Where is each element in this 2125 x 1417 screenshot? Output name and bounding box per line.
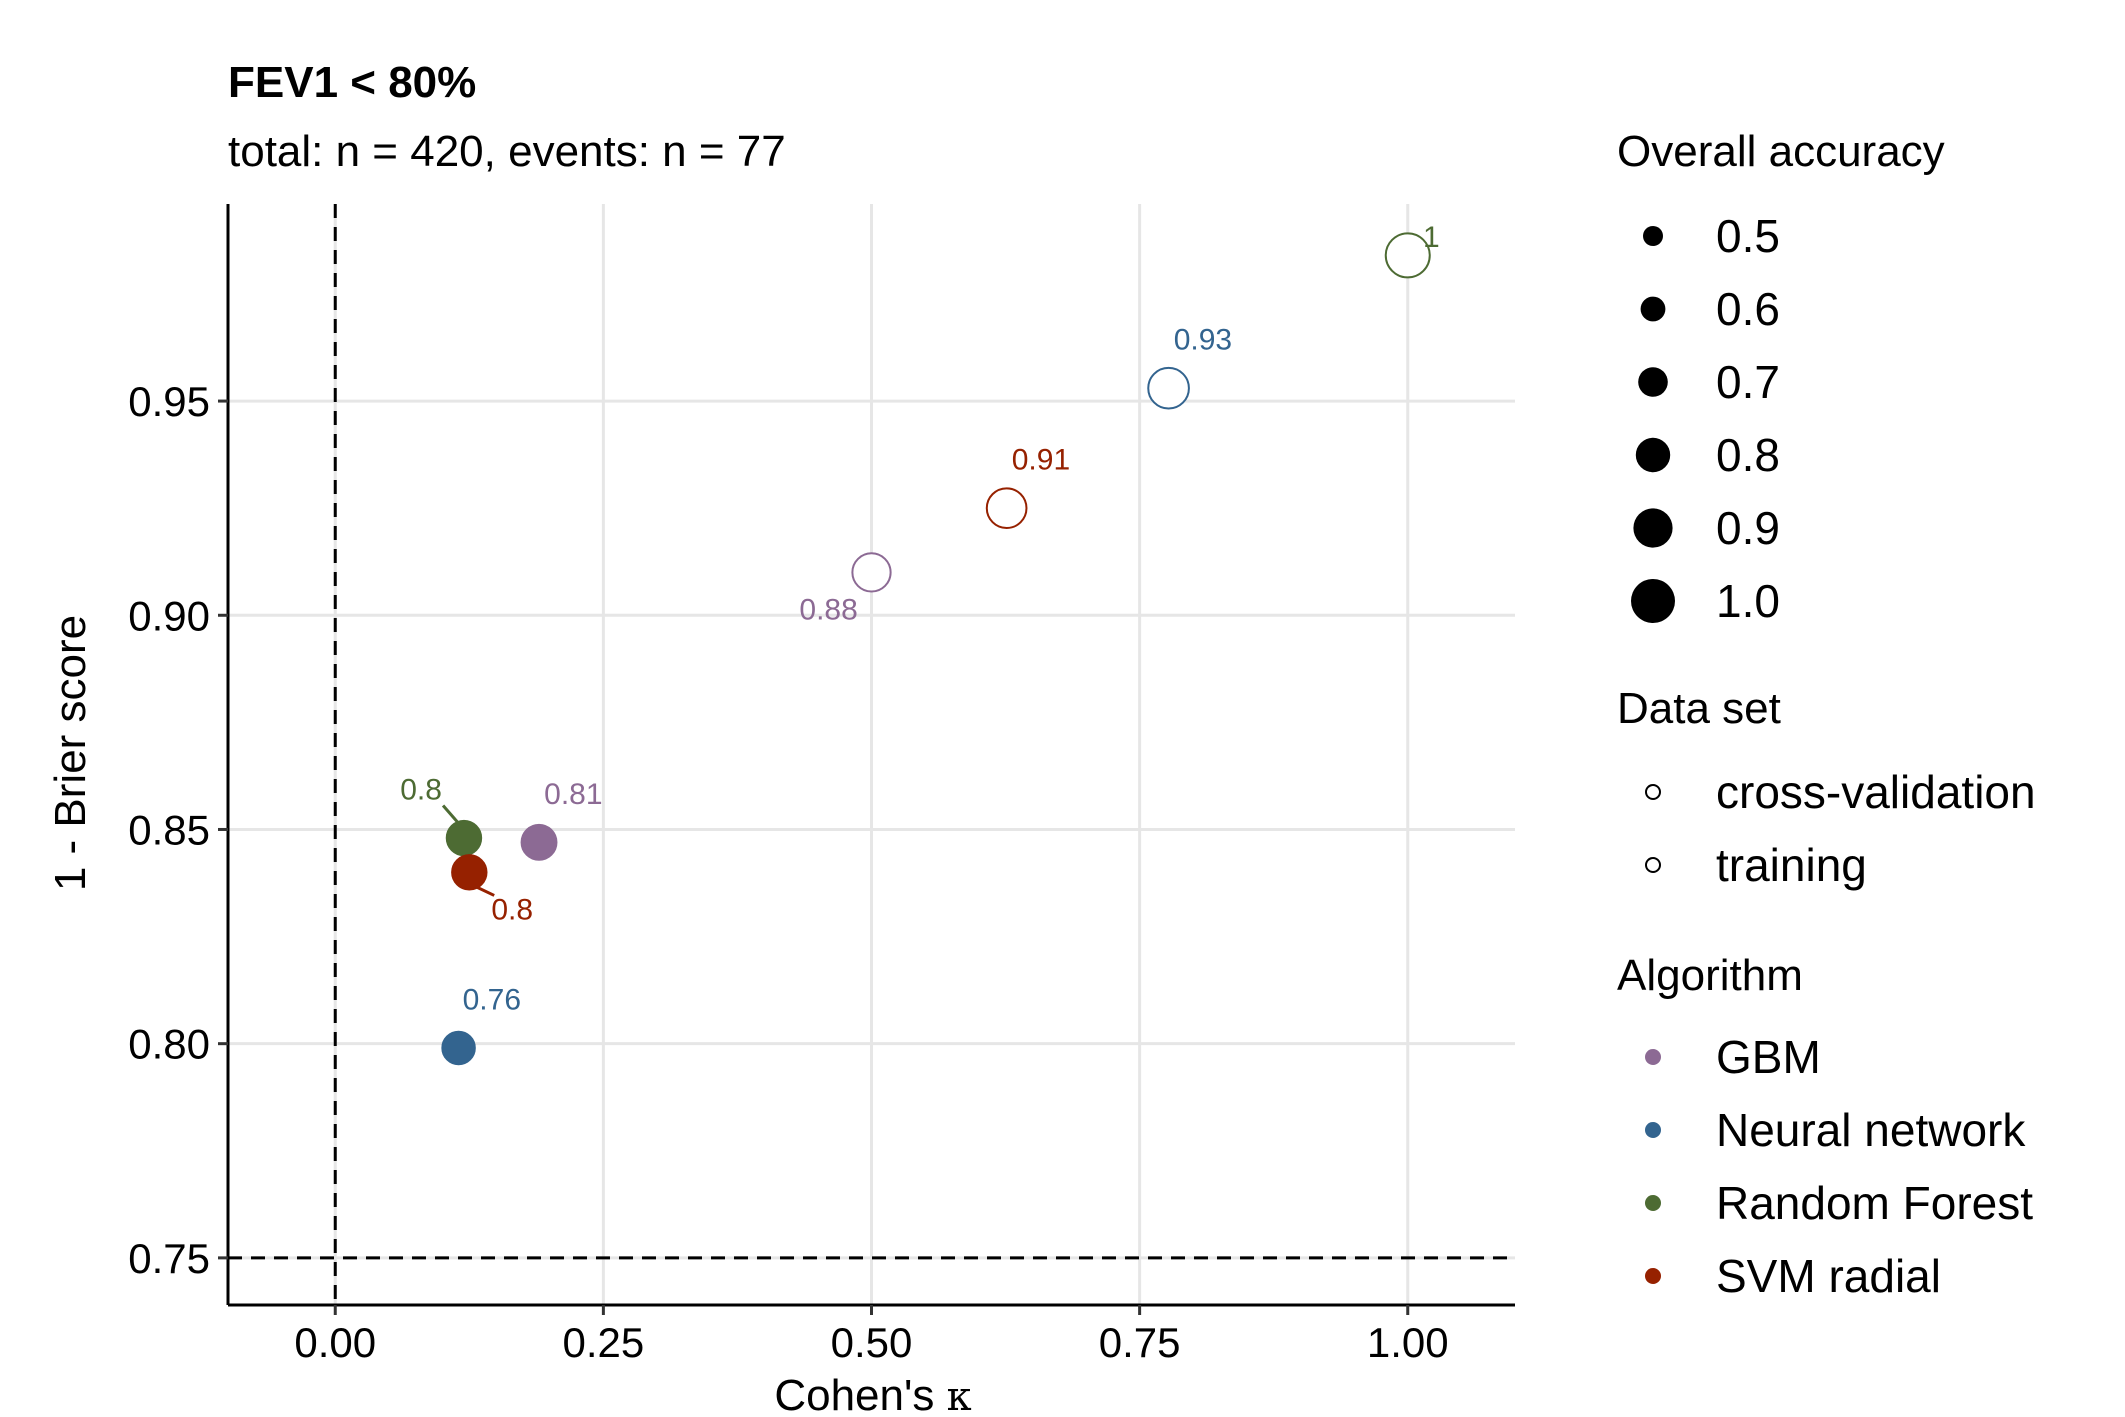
legend-title-accuracy: Overall accuracy — [1617, 127, 1945, 176]
chart-subtitle: total: n = 420, events: n = 77 — [228, 127, 786, 176]
point-label: 0.91 — [1012, 444, 1070, 477]
x-tick-label: 0.75 — [1099, 1319, 1181, 1366]
legend: Overall accuracy 0.5 0.6 0.7 0.8 0.9 1.0 Data… — [1617, 127, 2036, 1302]
legend-algorithm-label: Random Forest — [1716, 1177, 2033, 1229]
point-label: 0.93 — [1174, 324, 1232, 357]
chart-title: FEV1 < 80% — [228, 58, 476, 107]
legend-size-label: 0.7 — [1716, 356, 1780, 408]
legend-dataset-label: cross-validation — [1716, 766, 2036, 818]
data-points — [441, 232, 1431, 1066]
reference-lines — [228, 204, 1515, 1305]
legend-dataset-key — [1645, 784, 1661, 800]
x-tick-label: 0.00 — [294, 1319, 376, 1366]
legend-title-dataset: Data set — [1617, 684, 1781, 733]
legend-size-entries: 0.5 0.6 0.7 0.8 0.9 1.0 — [1631, 210, 1780, 627]
legend-size-key — [1638, 367, 1668, 397]
x-axis-title: Cohen's κ — [774, 1371, 971, 1417]
label-leader-line — [472, 884, 495, 897]
x-tick-label: 1.00 — [1367, 1319, 1449, 1366]
legend-algorithm-key — [1645, 1049, 1661, 1065]
point-label: 1 — [1423, 221, 1440, 254]
x-tick-label: 0.25 — [563, 1319, 645, 1366]
point-label: 0.8 — [491, 893, 533, 926]
x-tick-label: 0.50 — [831, 1319, 913, 1366]
point-label: 0.88 — [799, 594, 857, 627]
legend-dataset-label: training — [1716, 839, 1867, 891]
legend-size-key — [1640, 296, 1666, 322]
point-label: 0.81 — [544, 778, 602, 811]
legend-size-label: 0.9 — [1716, 502, 1780, 554]
point-neural-network-cross-validation — [441, 1030, 476, 1066]
point-random-forest-training — [1384, 232, 1431, 279]
y-tick-label: 0.90 — [128, 592, 210, 639]
label-leader-line — [441, 804, 462, 826]
legend-size-key — [1635, 437, 1671, 473]
kappa-symbol: κ — [947, 1374, 972, 1417]
y-tick-label: 0.80 — [128, 1021, 210, 1068]
grid — [228, 204, 1515, 1305]
point-neural-network-training — [1147, 366, 1190, 410]
y-tick-label: 0.75 — [128, 1235, 210, 1282]
point-gbm-cross-validation — [520, 823, 558, 861]
legend-dataset-key — [1645, 857, 1661, 873]
y-tick-label: 0.95 — [128, 378, 210, 425]
legend-size-key — [1643, 226, 1663, 246]
legend-size-key — [1631, 579, 1675, 623]
legend-size-label: 0.8 — [1716, 429, 1780, 481]
x-axis-title-text: Cohen's — [774, 1371, 946, 1417]
point-label: 0.8 — [400, 773, 442, 806]
legend-algorithm-entries: GBM Neural network Random Forest SVM radial — [1645, 1031, 2033, 1302]
legend-dataset-entries: cross-validation training — [1645, 766, 2036, 891]
legend-algorithm-label: SVM radial — [1716, 1250, 1941, 1302]
legend-algorithm-label: Neural network — [1716, 1104, 2026, 1156]
legend-algorithm-key — [1645, 1122, 1661, 1138]
point-gbm-training — [851, 552, 892, 593]
legend-size-label: 0.6 — [1716, 283, 1780, 335]
legend-size-label: 1.0 — [1716, 575, 1780, 627]
legend-algorithm-label: GBM — [1716, 1031, 1821, 1083]
point-labels: 0.81 0.76 0.8 0.8 0.88 0.93 1 0.91 — [400, 221, 1439, 1017]
y-axis-title: 1 - Brier score — [46, 615, 95, 891]
legend-title-algorithm: Algorithm — [1617, 951, 1803, 1000]
point-random-forest-cross-validation — [445, 819, 483, 857]
legend-size-label: 0.5 — [1716, 210, 1780, 262]
legend-algorithm-key — [1645, 1195, 1661, 1211]
y-axis-ticks: 0.75 0.80 0.85 0.90 0.95 — [128, 378, 228, 1282]
point-svm-radial-cross-validation — [451, 854, 488, 891]
legend-size-key — [1633, 508, 1673, 548]
point-label: 0.76 — [463, 983, 521, 1016]
legend-algorithm-key — [1645, 1268, 1661, 1284]
x-axis-ticks: 0.00 0.25 0.50 0.75 1.00 — [294, 1305, 1449, 1366]
point-svm-radial-training — [985, 487, 1028, 530]
y-tick-label: 0.85 — [128, 806, 210, 853]
